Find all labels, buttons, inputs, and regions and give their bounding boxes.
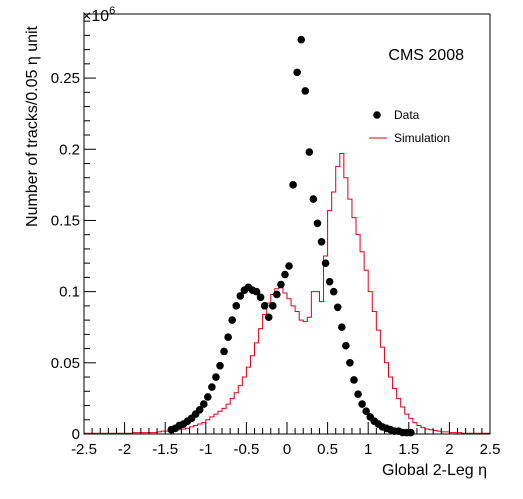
data-point [407,428,415,437]
x-tick-label: 2.5 [480,441,501,458]
legend: Data Simulation [362,100,462,152]
x-tick-label: 2 [445,441,453,458]
y-axis: 0 0.05 0.1 0.15 0.2 0.25 [51,20,96,443]
data-point [220,347,228,356]
y-tick-label: 0.25 [51,70,80,87]
data-point [252,287,261,296]
data-point [199,400,208,408]
legend-label-simulation: Simulation [394,131,450,145]
data-point [333,303,342,312]
x-axis-title: Global 2-Leg η [382,462,487,479]
data-point [338,323,346,332]
data-point [212,373,220,381]
data-point [309,195,318,203]
data-point [228,316,236,324]
data-point [301,87,310,95]
data-point [293,68,301,77]
data-point [216,361,224,370]
x-tick-label: -1 [199,441,212,458]
data-point [268,302,277,310]
data-point [236,292,245,300]
plot-frame [83,13,491,435]
x-axis: -2.5 -2 -1.5 -1 -0.5 0 0.5 1 1.5 2 2.5 [71,422,500,458]
y-tick-label: 0 [72,426,80,443]
data-point [232,302,241,310]
data-point [354,390,362,398]
x-tick-label: 0.5 [317,441,338,458]
x-tick-label: 0 [283,441,291,458]
data-point [281,270,289,279]
legend-data-marker [373,111,381,119]
x-tick-label: 1 [364,441,372,458]
y-axis-title: Number of tracks/0.05 η unit [24,25,41,227]
data-point [260,302,269,310]
data-point [358,400,366,408]
data-point [325,277,334,286]
x-tick-label: 1.5 [398,441,419,458]
data-point [362,407,370,416]
y-tick-label: 0.15 [51,212,80,229]
y-axis-multiplier: ×106 [82,5,115,25]
y-multiplier-base: ×10 [82,8,109,25]
y-tick-label: 0.2 [59,141,80,158]
y-multiplier-exponent: 6 [109,5,115,17]
data-point [204,393,212,401]
x-tick-label: -1.5 [152,441,178,458]
data-point [256,293,265,302]
data-point [305,148,314,156]
data-point [321,259,330,267]
data-point [277,280,285,289]
data-point [285,262,293,270]
legend-label-data: Data [394,108,420,122]
annotation-label: CMS 2008 [388,47,464,64]
simulation-series-line [84,153,490,434]
data-point [224,333,232,341]
data-point [195,406,204,414]
legend-box [362,100,462,152]
data-point [264,313,273,322]
data-point [313,219,322,228]
x-tick-label: -2.5 [71,441,97,458]
data-point [289,181,297,189]
data-point [317,238,326,246]
data-point [342,341,350,350]
x-tick-label: -2 [118,441,131,458]
plot-layer [84,35,490,437]
data-point [329,287,338,296]
data-point [346,359,354,367]
data-point [297,35,306,44]
data-point [273,290,281,299]
data-point [208,383,216,391]
y-tick-label: 0.1 [59,284,80,301]
data-point [350,376,358,384]
x-tick-label: -0.5 [233,441,259,458]
y-tick-label: 0.05 [51,355,80,372]
